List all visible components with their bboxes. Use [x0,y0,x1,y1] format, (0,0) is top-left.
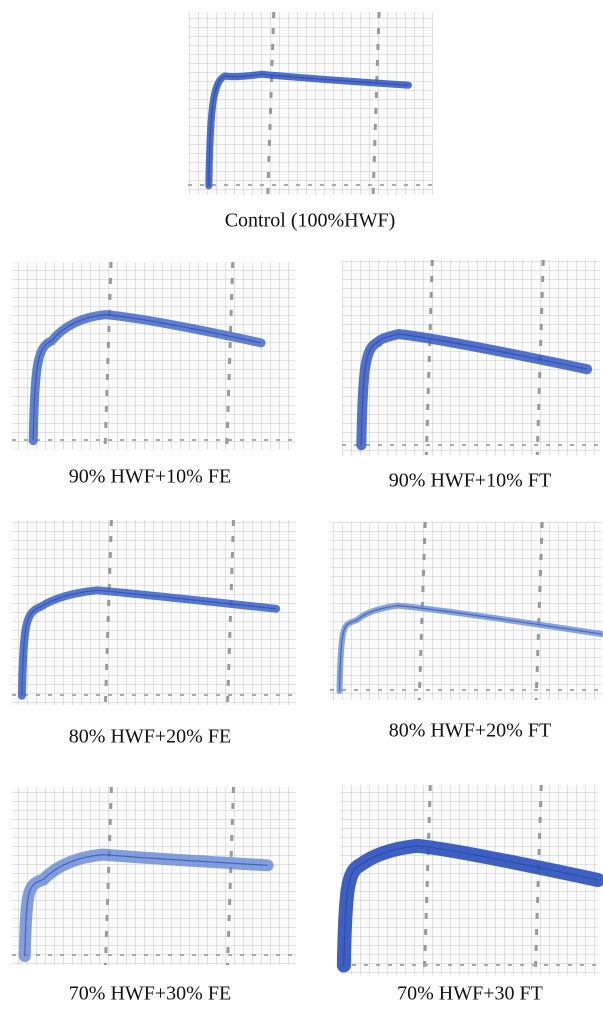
curve-edge [338,605,603,692]
curve-edge [24,854,268,957]
grid-paper [12,262,295,450]
chart-image [12,786,296,966]
caption: 90% HWF+10% FT [389,470,551,492]
chart-image [12,261,295,451]
chart-image [188,11,433,196]
chart-image [12,519,296,706]
caption: 80% HWF+20% FE [69,726,231,748]
grid-paper [340,785,598,975]
chart-image [330,521,603,701]
caption: 70% HWF+30% FE [69,983,231,1005]
caption: Control (100%HWF) [225,210,396,232]
time-line [103,786,113,966]
caption: 90% HWF+10% FE [69,466,231,488]
curve-edge [32,314,262,441]
chart-image [336,784,603,976]
time-line [226,786,236,966]
grid-paper [342,260,600,455]
curve-edge [360,333,588,446]
time-line [534,521,544,701]
caption: 70% HWF+30 FT [397,983,543,1005]
grid-paper [12,520,296,705]
chart-image [342,259,600,456]
time-line [417,521,427,701]
curve-edge [21,589,277,696]
grid-paper [188,12,433,195]
curve-edge [343,845,599,966]
time-line [424,259,434,456]
caption: 80% HWF+20% FT [389,720,551,742]
curve-edge [208,73,409,186]
grid-paper [12,787,296,965]
